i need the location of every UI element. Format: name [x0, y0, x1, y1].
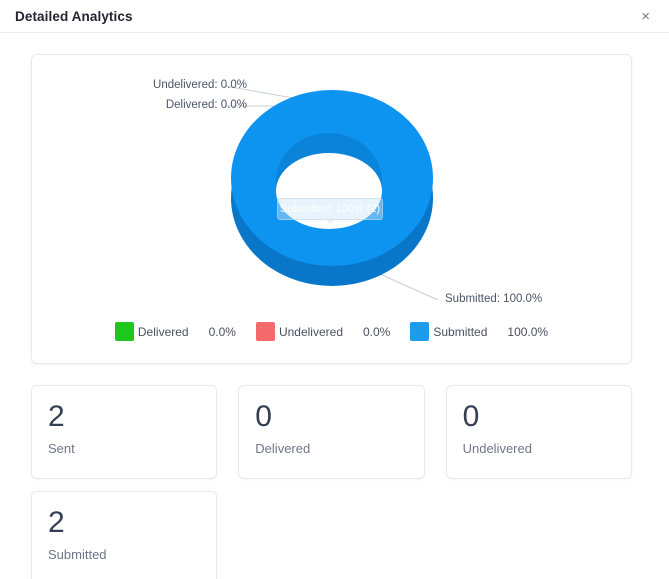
- close-icon[interactable]: ×: [637, 7, 654, 26]
- analytics-chart-panel: Submitted: 100% (2) Undelivered: 0.0% De…: [31, 54, 632, 364]
- stat-value: 0: [255, 400, 272, 433]
- stats-row-1: 2 Sent 0 Delivered 0 Undelivered: [31, 385, 632, 479]
- legend-item-delivered[interactable]: Delivered 0.0%: [114, 322, 236, 341]
- stat-card-sent: 2 Sent: [31, 385, 218, 479]
- modal-title: Detailed Analytics: [15, 8, 133, 24]
- leader-line-submitted: [372, 270, 439, 301]
- legend-value: 100.0%: [507, 324, 549, 339]
- stats-row-2: 2 Submitted: [31, 491, 632, 579]
- legend-value: 0.0%: [363, 324, 391, 339]
- stat-value: 2: [48, 506, 65, 539]
- callout-undelivered: Undelivered: 0.0%: [153, 79, 247, 91]
- stat-card-submitted: 2 Submitted: [31, 491, 218, 579]
- legend-label: Delivered: [137, 324, 189, 339]
- modal-header: Detailed Analytics ×: [0, 0, 669, 33]
- legend-value: 0.0%: [208, 324, 236, 339]
- submitted-swatch-icon: [410, 322, 430, 341]
- legend-label: Undelivered: [278, 324, 343, 339]
- stat-label: Sent: [48, 440, 75, 456]
- legend-item-undelivered[interactable]: Undelivered 0.0%: [255, 322, 391, 341]
- callout-submitted: Submitted: 100.0%: [445, 293, 543, 305]
- legend-item-submitted[interactable]: Submitted 100.0%: [410, 322, 548, 341]
- stat-label: Delivered: [255, 440, 311, 456]
- stat-label: Undelivered: [462, 440, 532, 456]
- delivered-swatch-icon: [114, 322, 134, 341]
- stat-value: 2: [48, 400, 65, 433]
- donut-hole: [276, 153, 382, 229]
- stat-label: Submitted: [48, 546, 107, 562]
- undelivered-swatch-icon: [255, 322, 275, 341]
- stat-card-undelivered: 0 Undelivered: [445, 385, 632, 479]
- stat-card-delivered: 0 Delivered: [238, 385, 425, 479]
- legend-label: Submitted: [433, 324, 488, 339]
- callout-delivered: Delivered: 0.0%: [165, 99, 247, 111]
- stat-value: 0: [462, 400, 480, 433]
- chart-legend: Delivered 0.0% Undelivered 0.0% Submitte…: [32, 322, 631, 341]
- chart-tooltip: Submitted: 100% (2): [277, 198, 383, 224]
